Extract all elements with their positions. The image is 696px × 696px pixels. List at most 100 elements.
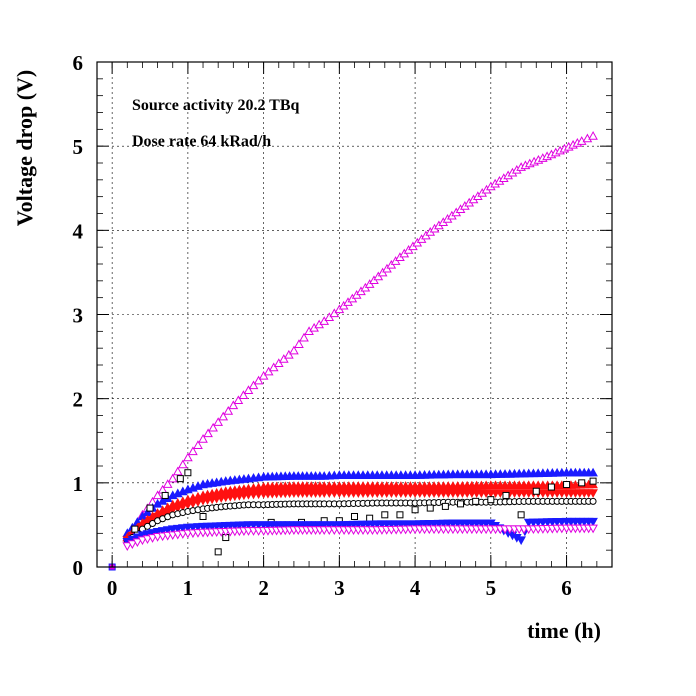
data-point xyxy=(167,506,178,515)
data-point xyxy=(152,512,163,522)
y-tick-label: 0 xyxy=(73,556,84,580)
data-point xyxy=(278,354,289,363)
data-point xyxy=(588,517,598,527)
data-point xyxy=(472,497,480,505)
data-point xyxy=(366,514,374,522)
x-tick-label: 1 xyxy=(183,576,194,600)
data-point xyxy=(214,548,222,556)
data-point xyxy=(161,491,169,499)
y-axis-title: Voltage drop (V) xyxy=(12,70,37,226)
data-point xyxy=(441,502,449,510)
annotation-source-activity: Source activity 20.2 TBq xyxy=(132,97,300,114)
data-point xyxy=(184,469,192,477)
series-layer xyxy=(108,131,598,571)
series-7 xyxy=(122,524,598,551)
data-point xyxy=(223,405,234,415)
series-6 xyxy=(122,517,598,547)
data-point xyxy=(146,504,154,512)
data-point xyxy=(516,536,526,546)
data-point xyxy=(273,358,284,368)
data-point xyxy=(122,542,133,551)
data-point xyxy=(253,375,264,385)
x-tick-label: 4 xyxy=(410,576,421,600)
data-point xyxy=(563,481,571,489)
data-point xyxy=(238,390,249,399)
y-tick-label: 4 xyxy=(73,219,84,243)
data-point xyxy=(152,490,163,500)
data-point xyxy=(213,417,224,426)
y-tick-label: 1 xyxy=(73,472,84,496)
axis-ticks xyxy=(96,61,613,568)
tick-labels: 0 1 2 3 4 5 6 0 1 2 3 4 5 6 xyxy=(73,51,572,600)
data-point xyxy=(589,477,597,485)
data-point xyxy=(457,500,465,508)
annotation-dose-rate: Dose rate 64 kRad/h xyxy=(132,133,271,150)
data-point xyxy=(177,459,188,469)
data-point xyxy=(547,483,555,491)
data-point xyxy=(131,525,139,533)
data-point xyxy=(188,446,198,456)
data-point xyxy=(284,349,294,359)
data-point xyxy=(172,466,183,476)
data-point xyxy=(176,475,184,483)
data-point xyxy=(248,380,259,390)
data-point xyxy=(199,513,207,520)
x-axis-title: time (h) xyxy=(527,618,601,643)
data-point xyxy=(411,506,419,514)
x-tick-label: 2 xyxy=(258,576,269,600)
data-point xyxy=(208,422,218,432)
data-point xyxy=(193,440,203,449)
data-point xyxy=(162,508,173,518)
y-tick-label: 3 xyxy=(73,304,84,328)
y-tick-label: 5 xyxy=(73,135,84,159)
data-point xyxy=(351,513,358,520)
x-tick-label: 6 xyxy=(561,576,572,600)
series-0 xyxy=(122,131,598,542)
data-point xyxy=(588,467,598,477)
data-point xyxy=(162,479,173,488)
data-point xyxy=(294,339,304,348)
data-point xyxy=(167,473,178,483)
data-point xyxy=(193,498,203,507)
data-point xyxy=(137,536,148,546)
data-point xyxy=(589,497,597,505)
data-point xyxy=(289,345,299,355)
data-point xyxy=(147,534,158,543)
data-point xyxy=(588,131,598,140)
data-point xyxy=(132,538,143,548)
data-point xyxy=(142,535,153,544)
data-point xyxy=(172,504,183,514)
data-point xyxy=(177,502,188,512)
data-point xyxy=(578,479,586,487)
data-point xyxy=(396,511,404,519)
data-point xyxy=(258,370,269,380)
data-point xyxy=(299,332,309,342)
data-point xyxy=(588,524,598,534)
data-point xyxy=(532,487,540,495)
x-tick-label: 3 xyxy=(334,576,345,600)
data-point xyxy=(243,385,254,394)
data-point xyxy=(263,366,274,376)
data-point xyxy=(233,395,244,405)
data-point xyxy=(268,362,279,372)
data-point xyxy=(157,510,168,520)
x-tick-label: 0 xyxy=(107,576,118,600)
x-tick-label: 5 xyxy=(486,576,497,600)
y-tick-label: 6 xyxy=(73,51,84,75)
data-point xyxy=(183,452,193,462)
data-point xyxy=(426,504,434,512)
data-point xyxy=(188,499,198,509)
data-point xyxy=(198,434,208,443)
data-point xyxy=(203,428,213,438)
data-point xyxy=(228,400,239,410)
data-point xyxy=(487,496,495,504)
data-point xyxy=(588,489,598,498)
data-point xyxy=(502,491,510,499)
y-tick-label: 2 xyxy=(73,388,84,412)
data-point xyxy=(127,540,138,550)
series-1 xyxy=(122,467,598,538)
data-point xyxy=(381,511,389,519)
data-point xyxy=(517,511,525,519)
